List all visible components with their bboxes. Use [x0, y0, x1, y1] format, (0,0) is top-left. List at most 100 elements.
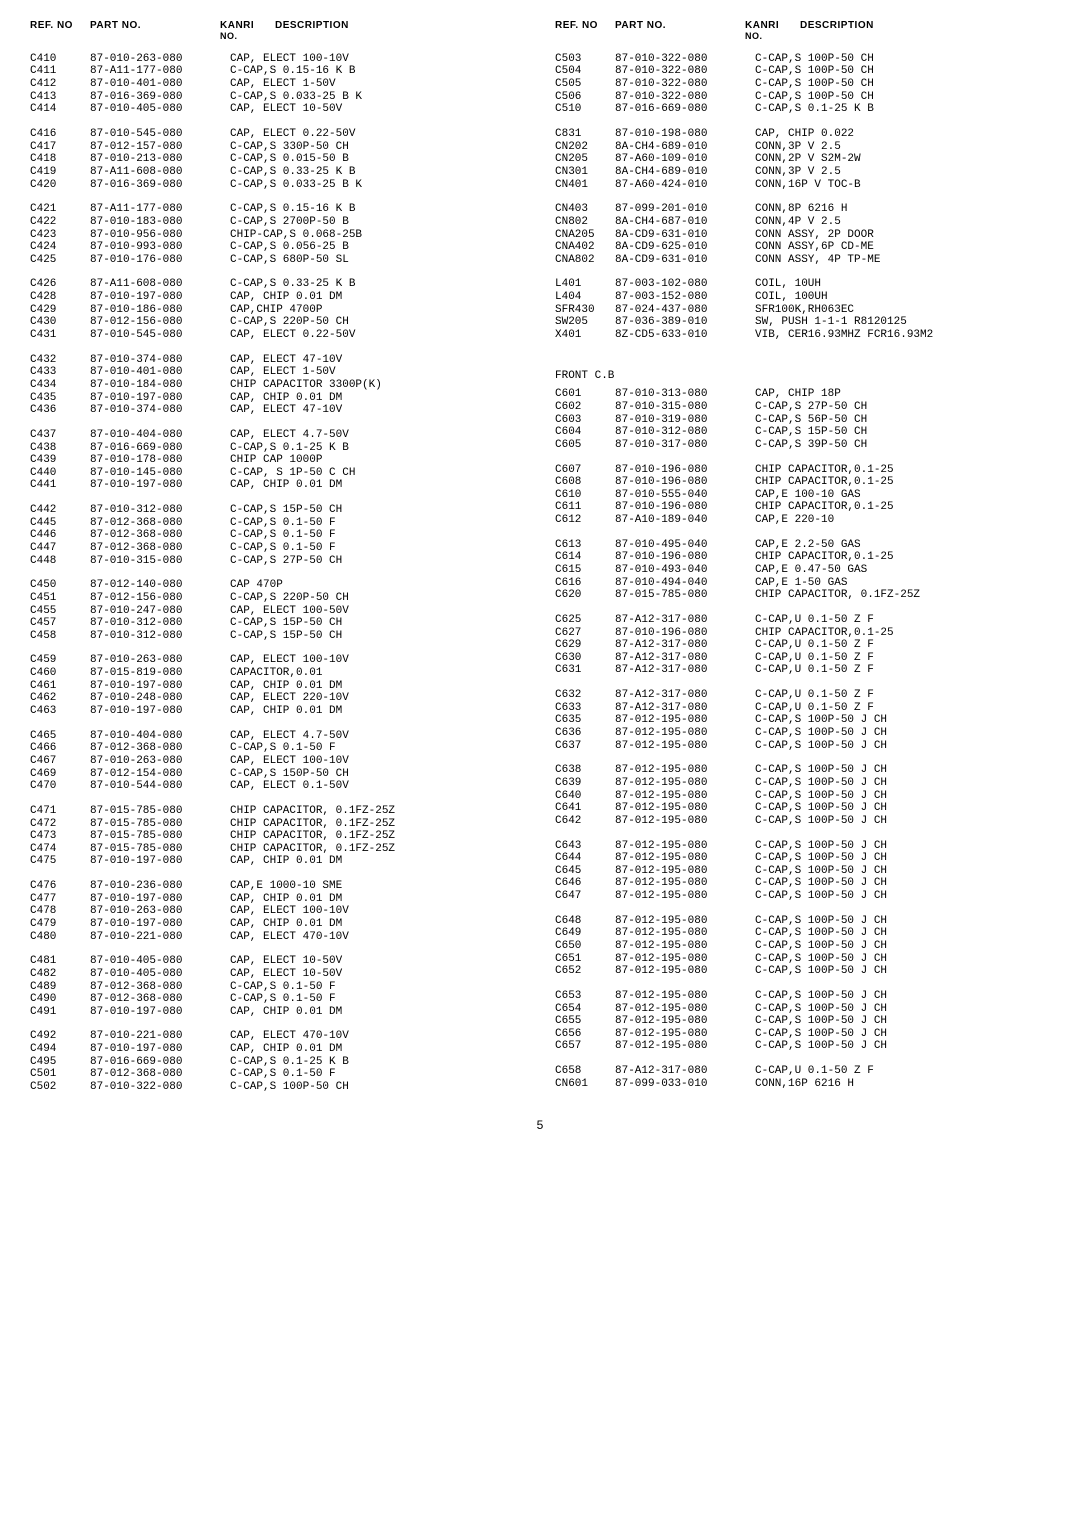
- cell-desc: CAP, ELECT 100-10V: [230, 755, 525, 768]
- cell-desc: CAP, CHIP 0.01 DM: [230, 291, 525, 304]
- cell-ref: C479: [30, 918, 90, 931]
- cell-desc: CAP, ELECT 4.7-50V: [230, 730, 525, 743]
- table-row: C60787-010-196-080CHIP CAPACITOR,0.1-25: [555, 464, 1050, 477]
- table-row: C47387-015-785-080CHIP CAPACITOR, 0.1FZ-…: [30, 830, 525, 843]
- cell-part: 87-010-315-080: [615, 401, 755, 414]
- cell-part: 87-010-374-080: [90, 354, 230, 367]
- cell-part: 87-010-312-080: [615, 426, 755, 439]
- cell-desc: C-CAP,S 100P-50 J CH: [755, 940, 1050, 953]
- cell-part: 87-010-545-080: [90, 128, 230, 141]
- table-row: CNA2058A-CD9-631-010CONN ASSY, 2P DOOR: [555, 229, 1050, 242]
- cell-desc: CAP,E 220-10: [755, 514, 1050, 527]
- cell-desc: C-CAP,S 0.1-50 F: [230, 742, 525, 755]
- group-gap: [30, 191, 525, 203]
- cell-part: 87-010-197-080: [90, 918, 230, 931]
- table-row: C41887-010-213-080C-CAP,S 0.015-50 B: [30, 153, 525, 166]
- cell-desc: CAPACITOR,0.01: [230, 667, 525, 680]
- cell-desc: CAP, ELECT 10-50V: [230, 955, 525, 968]
- cell-part: 87-012-195-080: [615, 740, 755, 753]
- cell-part: 87-012-195-080: [615, 965, 755, 978]
- header-desc: DESCRIPTION: [785, 20, 1050, 41]
- cell-desc: CAP, ELECT 4.7-50V: [230, 429, 525, 442]
- table-row: C64487-012-195-080C-CAP,S 100P-50 J CH: [555, 852, 1050, 865]
- cell-ref: C429: [30, 304, 90, 317]
- table-row: C43987-010-178-080CHIP CAP 1000P: [30, 454, 525, 467]
- cell-ref: C642: [555, 815, 615, 828]
- cell-desc: CONN ASSY, 4P TP-ME: [755, 254, 1050, 267]
- cell-part: 87-010-263-080: [90, 755, 230, 768]
- cell-ref: C615: [555, 564, 615, 577]
- cell-ref: C463: [30, 705, 90, 718]
- cell-desc: CAP, ELECT 10-50V: [230, 968, 525, 981]
- cell-desc: CAP, ELECT 100-10V: [230, 53, 525, 66]
- cell-ref: C636: [555, 727, 615, 740]
- cell-part: 87-010-322-080: [615, 78, 755, 91]
- cell-ref: C420: [30, 179, 90, 192]
- cell-part: 87-A60-424-010: [615, 179, 755, 192]
- cell-part: 87-012-156-080: [90, 316, 230, 329]
- cell-part: 8A-CH4-689-010: [615, 166, 755, 179]
- table-row: CN3018A-CH4-689-010CONN,3P V 2.5: [555, 166, 1050, 179]
- cell-desc: C-CAP,U 0.1-50 Z F: [755, 614, 1050, 627]
- cell-desc: CONN,16P 6216 H: [755, 1078, 1050, 1091]
- cell-part: 87-010-184-080: [90, 379, 230, 392]
- cell-ref: C831: [555, 128, 615, 141]
- table-row: C62787-010-196-080CHIP CAPACITOR,0.1-25: [555, 627, 1050, 640]
- table-row: C61387-010-495-040CAP,E 2.2-50 GAS: [555, 539, 1050, 552]
- cell-desc: C-CAP,S 100P-50 J CH: [755, 777, 1050, 790]
- cell-part: 87-010-196-080: [615, 464, 755, 477]
- cell-desc: CAP, ELECT 0.22-50V: [230, 329, 525, 342]
- group-gap: [555, 342, 1050, 354]
- header-part: PART NO.: [90, 20, 220, 41]
- cell-part: 8Z-CD5-633-010: [615, 329, 755, 342]
- cell-desc: CAP, CHIP 0.01 DM: [230, 705, 525, 718]
- cell-desc: C-CAP,S 0.1-50 F: [230, 529, 525, 542]
- table-row: C47887-010-263-080CAP, ELECT 100-10V: [30, 905, 525, 918]
- cell-desc: C-CAP,S 39P-50 CH: [755, 439, 1050, 452]
- cell-ref: C473: [30, 830, 90, 843]
- cell-desc: CAP, CHIP 0.01 DM: [230, 1043, 525, 1056]
- cell-part: 87-A11-177-080: [90, 203, 230, 216]
- group-gap: [555, 1053, 1050, 1065]
- cell-ref: C435: [30, 392, 90, 405]
- cell-ref: C501: [30, 1068, 90, 1081]
- cell-ref: C614: [555, 551, 615, 564]
- group-gap: [30, 868, 525, 880]
- cell-desc: CAP,E 2.2-50 GAS: [755, 539, 1050, 552]
- cell-desc: C-CAP,S 100P-50 J CH: [755, 915, 1050, 928]
- cell-part: 87-012-195-080: [615, 1015, 755, 1028]
- cell-ref: C657: [555, 1040, 615, 1053]
- cell-desc: CONN,8P 6216 H: [755, 203, 1050, 216]
- cell-part: 87-016-669-080: [90, 1056, 230, 1069]
- cell-desc: C-CAP, S 1P-50 C CH: [230, 467, 525, 480]
- page-number: 5: [30, 1119, 1050, 1133]
- cell-desc: C-CAP,S 100P-50 J CH: [755, 764, 1050, 777]
- table-row: C61187-010-196-080CHIP CAPACITOR,0.1-25: [555, 501, 1050, 514]
- cell-desc: CAP, CHIP 0.022: [755, 128, 1050, 141]
- cell-desc: C-CAP,U 0.1-50 Z F: [755, 702, 1050, 715]
- table-row: C47987-010-197-080CAP, CHIP 0.01 DM: [30, 918, 525, 931]
- cell-part: 87-010-544-080: [90, 780, 230, 793]
- cell-part: 87-A12-317-080: [615, 652, 755, 665]
- table-row: CN20587-A60-109-010CONN,2P V S2M-2W: [555, 153, 1050, 166]
- cell-desc: CAP, ELECT 47-10V: [230, 354, 525, 367]
- table-row: C63587-012-195-080C-CAP,S 100P-50 J CH: [555, 714, 1050, 727]
- cell-desc: C-CAP,S 100P-50 CH: [755, 53, 1050, 66]
- cell-desc: C-CAP,S 100P-50 J CH: [755, 815, 1050, 828]
- cell-desc: C-CAP,S 0.15-16 K B: [230, 203, 525, 216]
- header-part: PART NO.: [615, 20, 745, 41]
- cell-desc: C-CAP,S 27P-50 CH: [755, 401, 1050, 414]
- cell-part: 87-010-313-080: [615, 388, 755, 401]
- cell-desc: C-CAP,S 100P-50 CH: [755, 65, 1050, 78]
- cell-part: 87-012-195-080: [615, 714, 755, 727]
- table-row: CNA4028A-CD9-625-010CONN ASSY,6P CD-ME: [555, 241, 1050, 254]
- table-row: C41487-010-405-080CAP, ELECT 10-50V: [30, 103, 525, 116]
- cell-ref: C416: [30, 128, 90, 141]
- cell-desc: CHIP CAPACITOR, 0.1FZ-25Z: [230, 830, 525, 843]
- table-row: C42087-016-369-080C-CAP,S 0.033-25 B K: [30, 179, 525, 192]
- table-row: C63387-A12-317-080C-CAP,U 0.1-50 Z F: [555, 702, 1050, 715]
- table-row: C43787-010-404-080CAP, ELECT 4.7-50V: [30, 429, 525, 442]
- table-row: SW20587-036-389-010SW, PUSH 1-1-1 R81201…: [555, 316, 1050, 329]
- table-row: C65087-012-195-080C-CAP,S 100P-50 J CH: [555, 940, 1050, 953]
- cell-desc: COIL, 10UH: [755, 278, 1050, 291]
